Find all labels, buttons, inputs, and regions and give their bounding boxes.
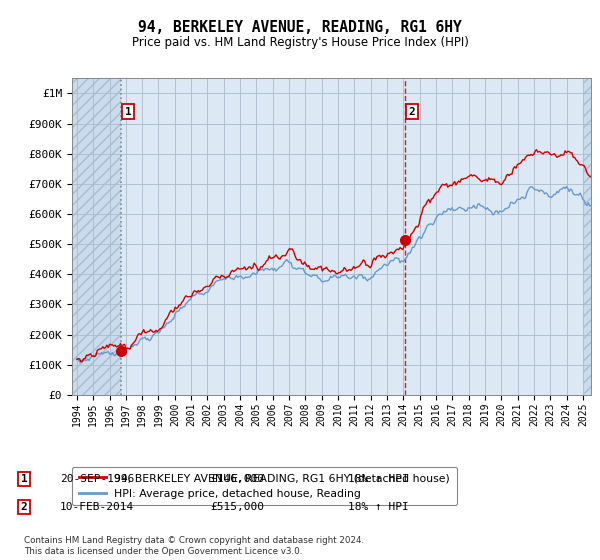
- Bar: [72, 78, 121, 395]
- Text: Contains HM Land Registry data © Crown copyright and database right 2024.
This d: Contains HM Land Registry data © Crown c…: [24, 536, 364, 556]
- Text: £146,000: £146,000: [210, 474, 264, 484]
- Bar: [583, 78, 591, 395]
- Legend: 94, BERKELEY AVENUE, READING, RG1 6HY (detached house), HPI: Average price, deta: 94, BERKELEY AVENUE, READING, RG1 6HY (d…: [72, 466, 457, 505]
- Text: 20-SEP-1996: 20-SEP-1996: [60, 474, 134, 484]
- Text: 2: 2: [20, 502, 28, 512]
- Text: 94, BERKELEY AVENUE, READING, RG1 6HY: 94, BERKELEY AVENUE, READING, RG1 6HY: [138, 20, 462, 35]
- Text: 1: 1: [20, 474, 28, 484]
- Text: 2: 2: [409, 106, 415, 116]
- Text: 18% ↑ HPI: 18% ↑ HPI: [348, 502, 409, 512]
- Text: 1: 1: [125, 106, 131, 116]
- Text: 18% ↑ HPI: 18% ↑ HPI: [348, 474, 409, 484]
- Text: Price paid vs. HM Land Registry's House Price Index (HPI): Price paid vs. HM Land Registry's House …: [131, 36, 469, 49]
- Text: £515,000: £515,000: [210, 502, 264, 512]
- Text: 10-FEB-2014: 10-FEB-2014: [60, 502, 134, 512]
